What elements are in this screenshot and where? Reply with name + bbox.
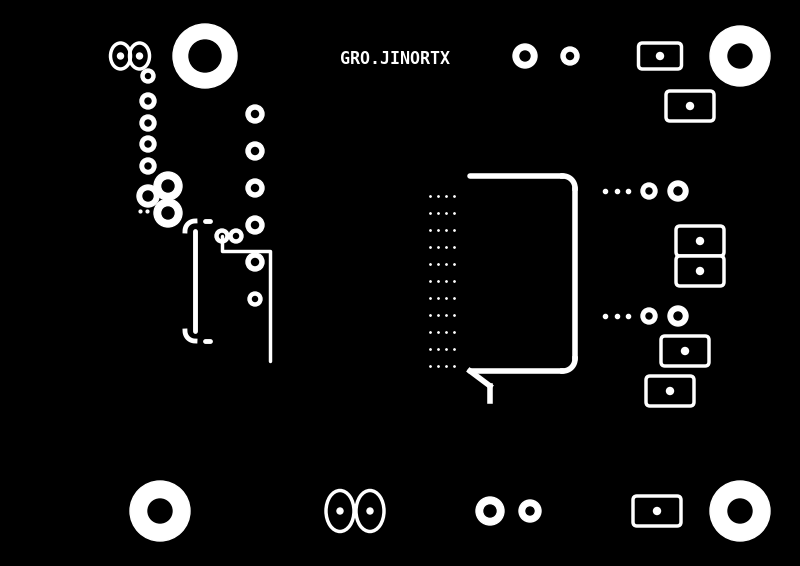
Circle shape xyxy=(641,183,657,199)
Circle shape xyxy=(140,93,156,109)
Circle shape xyxy=(674,187,682,195)
Circle shape xyxy=(148,499,172,523)
Circle shape xyxy=(367,508,373,514)
Ellipse shape xyxy=(130,43,150,69)
Circle shape xyxy=(145,141,151,147)
Circle shape xyxy=(248,292,262,306)
Circle shape xyxy=(246,253,264,271)
Circle shape xyxy=(674,312,682,320)
Circle shape xyxy=(246,179,264,197)
Circle shape xyxy=(162,180,174,192)
FancyBboxPatch shape xyxy=(676,256,724,286)
Circle shape xyxy=(246,142,264,160)
Circle shape xyxy=(118,53,123,59)
Circle shape xyxy=(520,51,530,61)
Circle shape xyxy=(484,505,496,517)
Circle shape xyxy=(234,234,238,238)
Circle shape xyxy=(251,185,258,191)
Circle shape xyxy=(140,136,156,152)
Circle shape xyxy=(668,181,688,201)
Circle shape xyxy=(682,348,689,354)
Circle shape xyxy=(337,508,343,514)
Circle shape xyxy=(145,163,151,169)
Circle shape xyxy=(728,44,752,68)
Circle shape xyxy=(137,185,159,207)
Ellipse shape xyxy=(356,491,384,531)
Circle shape xyxy=(657,53,663,59)
Ellipse shape xyxy=(326,491,354,531)
Circle shape xyxy=(229,229,243,243)
Circle shape xyxy=(251,221,258,229)
Circle shape xyxy=(566,53,574,59)
Circle shape xyxy=(513,44,537,68)
Text: GRO.JINORTX: GRO.JINORTX xyxy=(340,50,450,68)
Circle shape xyxy=(162,207,174,219)
Circle shape xyxy=(140,115,156,131)
Circle shape xyxy=(246,216,264,234)
Circle shape xyxy=(519,500,541,522)
Circle shape xyxy=(654,508,661,514)
Circle shape xyxy=(145,120,151,126)
Circle shape xyxy=(253,297,258,302)
Circle shape xyxy=(646,188,652,194)
Circle shape xyxy=(710,26,770,86)
FancyBboxPatch shape xyxy=(646,376,694,406)
Circle shape xyxy=(251,148,258,155)
Circle shape xyxy=(173,24,237,88)
Circle shape xyxy=(137,53,142,59)
FancyBboxPatch shape xyxy=(666,91,714,121)
Circle shape xyxy=(561,47,579,65)
Circle shape xyxy=(251,110,258,118)
Circle shape xyxy=(641,308,657,324)
Circle shape xyxy=(697,238,703,245)
Circle shape xyxy=(154,199,182,227)
Circle shape xyxy=(686,102,694,109)
Circle shape xyxy=(140,158,156,174)
Circle shape xyxy=(130,481,190,541)
Circle shape xyxy=(476,497,504,525)
Circle shape xyxy=(697,268,703,275)
Ellipse shape xyxy=(110,43,130,69)
Circle shape xyxy=(143,191,153,201)
FancyBboxPatch shape xyxy=(661,336,709,366)
Circle shape xyxy=(728,499,752,523)
FancyBboxPatch shape xyxy=(676,226,724,256)
Circle shape xyxy=(668,306,688,326)
Circle shape xyxy=(154,172,182,200)
Circle shape xyxy=(666,388,674,395)
Circle shape xyxy=(246,105,264,123)
Circle shape xyxy=(710,481,770,541)
FancyBboxPatch shape xyxy=(633,496,681,526)
Circle shape xyxy=(251,259,258,265)
Circle shape xyxy=(215,229,229,243)
Circle shape xyxy=(189,40,221,72)
FancyBboxPatch shape xyxy=(102,2,702,564)
Circle shape xyxy=(146,74,150,79)
Circle shape xyxy=(526,507,534,515)
FancyBboxPatch shape xyxy=(638,43,682,69)
Circle shape xyxy=(141,69,155,83)
Circle shape xyxy=(646,313,652,319)
Circle shape xyxy=(145,98,151,104)
Circle shape xyxy=(219,234,225,238)
